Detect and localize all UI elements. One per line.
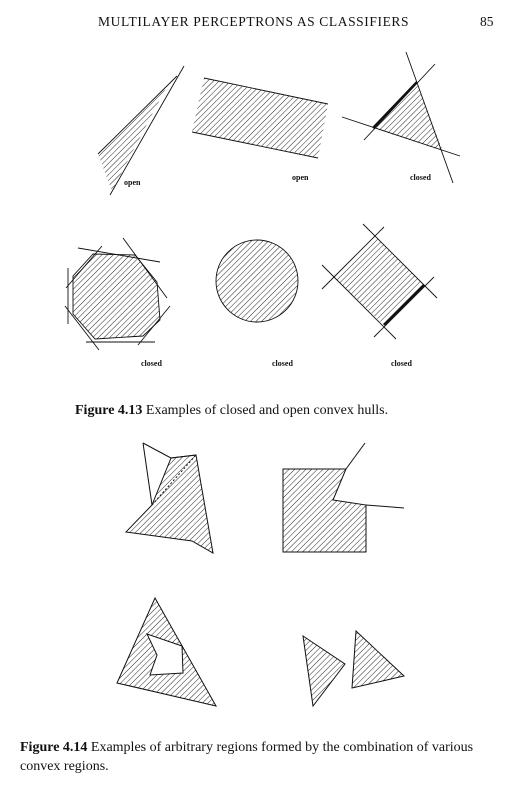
combined-region-a — [124, 442, 214, 554]
label-closed-2: closed — [141, 359, 162, 368]
figure-4-14-caption: Figure 4.14 Examples of arbitrary region… — [20, 738, 498, 776]
page-number: 85 — [480, 14, 494, 29]
closed-square-region — [321, 223, 438, 340]
figure-4-13-caption: Figure 4.13 Examples of closed and open … — [75, 401, 495, 420]
closed-circle-region — [215, 239, 299, 323]
combined-region-d — [302, 629, 406, 708]
open-band-region — [191, 77, 329, 159]
open-wedge-region — [97, 65, 185, 196]
running-head-title: MULTILAYER PERCEPTRONS AS CLASSIFIERS — [98, 14, 410, 29]
closed-triangle-region — [341, 51, 461, 184]
closed-octagon-region — [64, 237, 171, 351]
figure-4-13-caption-label: Figure 4.13 — [75, 403, 143, 418]
figure-4-14-caption-label: Figure 4.14 — [20, 740, 88, 755]
label-closed-1: closed — [410, 173, 431, 182]
label-open-1: open — [124, 178, 141, 187]
label-closed-4: closed — [391, 359, 412, 368]
combined-region-c — [116, 596, 217, 707]
figure-4-13-caption-text: Examples of closed and open convex hulls… — [142, 403, 389, 418]
combined-region-b — [282, 442, 405, 553]
figure-4-14-caption-text: Examples of arbitrary regions formed by … — [20, 740, 474, 774]
label-closed-3: closed — [272, 359, 293, 368]
label-open-2: open — [292, 173, 309, 182]
